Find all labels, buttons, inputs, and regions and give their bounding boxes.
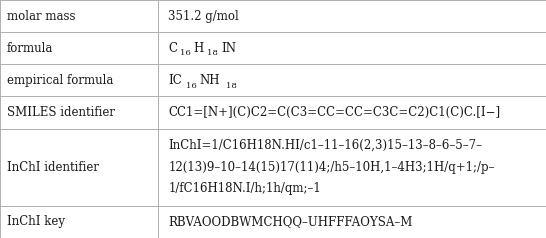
Text: molar mass: molar mass xyxy=(7,10,75,23)
Text: InChI key: InChI key xyxy=(7,215,64,228)
Text: 18: 18 xyxy=(226,82,237,89)
Text: 12(13)9–10–14(15)17(11)4;/h5–10H,1–4H3;1H/q+1;/p–: 12(13)9–10–14(15)17(11)4;/h5–10H,1–4H3;1… xyxy=(168,161,495,174)
Text: C: C xyxy=(168,42,177,55)
Text: InChI=1/C16H18N.HI/c1–11–16(2,3)15–13–8–6–5–7–: InChI=1/C16H18N.HI/c1–11–16(2,3)15–13–8–… xyxy=(168,139,482,152)
Text: formula: formula xyxy=(7,42,53,55)
Text: RBVAOODBWMCHQQ–UHFFFAOYSA–M: RBVAOODBWMCHQQ–UHFFFAOYSA–M xyxy=(168,215,413,228)
Text: empirical formula: empirical formula xyxy=(7,74,113,87)
Text: 18: 18 xyxy=(207,50,218,57)
Text: 16: 16 xyxy=(180,50,191,57)
Text: 1/fC16H18N.I/h;1h/qm;–1: 1/fC16H18N.I/h;1h/qm;–1 xyxy=(168,182,321,195)
Text: IC: IC xyxy=(168,74,182,87)
Text: 351.2 g/mol: 351.2 g/mol xyxy=(168,10,239,23)
Text: IN: IN xyxy=(221,42,236,55)
Text: NH: NH xyxy=(200,74,220,87)
Text: InChI identifier: InChI identifier xyxy=(7,161,98,174)
Text: 16: 16 xyxy=(186,82,197,89)
Text: SMILES identifier: SMILES identifier xyxy=(7,106,115,119)
Text: CC1=[N+](C)C2=C(C3=CC=CC=C3C=C2)C1(C)C.[I−]: CC1=[N+](C)C2=C(C3=CC=CC=C3C=C2)C1(C)C.[… xyxy=(168,106,500,119)
Text: H: H xyxy=(194,42,204,55)
